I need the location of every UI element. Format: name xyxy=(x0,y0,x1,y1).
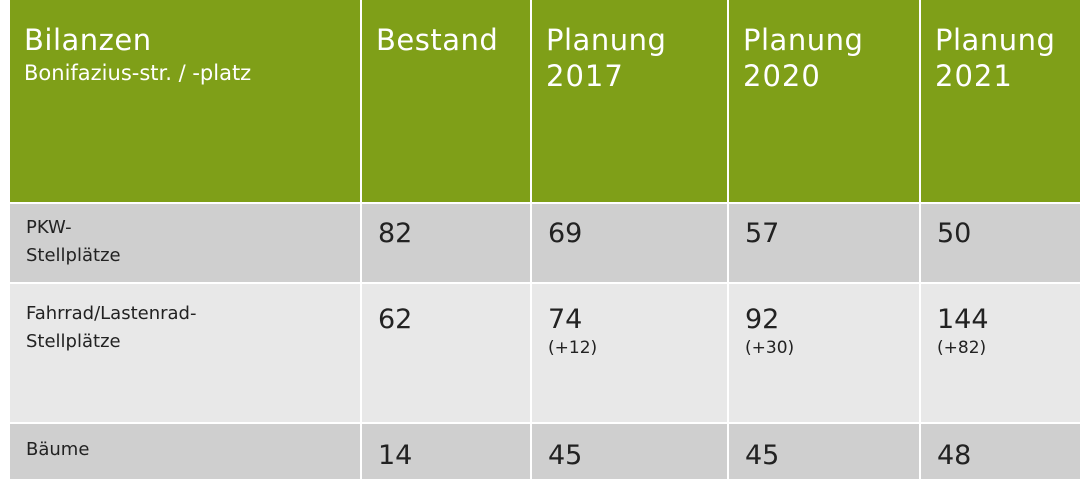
cell-text: 45 xyxy=(745,440,919,472)
header-cell: Bestand xyxy=(362,0,530,202)
body-cell: PKW-Stellplätze xyxy=(10,204,360,282)
cell-text: Stellplätze xyxy=(26,242,360,270)
cell-text: Planung xyxy=(743,22,919,58)
slide: BilanzenBonifazius-str. / -platzBestandP… xyxy=(0,0,1090,479)
body-cell: 62 xyxy=(362,284,530,422)
cell-text: 62 xyxy=(378,304,530,336)
body-cell: 57 xyxy=(729,204,919,282)
cell-text: 74 xyxy=(548,304,727,336)
body-cell: Bäume xyxy=(10,424,360,479)
body-cell: 45 xyxy=(729,424,919,479)
cell-text: 2021 xyxy=(935,58,1080,94)
body-cell: 48 xyxy=(921,424,1080,479)
body-cell: Fahrrad/Lastenrad-Stellplätze xyxy=(10,284,360,422)
cell-text: 48 xyxy=(937,440,1080,472)
cell-text: Bilanzen xyxy=(24,22,360,58)
cell-text: Fahrrad/Lastenrad- xyxy=(26,300,360,328)
body-cell: 69 xyxy=(532,204,727,282)
cell-text: 2017 xyxy=(546,58,727,94)
body-cell: 74(+12) xyxy=(532,284,727,422)
body-cell: 45 xyxy=(532,424,727,479)
cell-text: Planung xyxy=(546,22,727,58)
cell-text: 69 xyxy=(548,218,727,250)
body-cell: 144(+82) xyxy=(921,284,1080,422)
cell-text: Stellplätze xyxy=(26,328,360,356)
cell-text: 82 xyxy=(378,218,530,250)
cell-text: (+12) xyxy=(548,336,727,360)
cell-text: Planung xyxy=(935,22,1080,58)
body-cell: 92(+30) xyxy=(729,284,919,422)
cell-text: 92 xyxy=(745,304,919,336)
cell-text: (+30) xyxy=(745,336,919,360)
body-cell: 50 xyxy=(921,204,1080,282)
cell-text: 144 xyxy=(937,304,1080,336)
body-cell: 82 xyxy=(362,204,530,282)
cell-text: 2020 xyxy=(743,58,919,94)
cell-text: Bonifazius-str. / -platz xyxy=(24,58,360,88)
cell-text: 14 xyxy=(378,440,530,472)
cell-text: 45 xyxy=(548,440,727,472)
cell-text: PKW- xyxy=(26,214,360,242)
cell-text: 50 xyxy=(937,218,1080,250)
cell-text: 57 xyxy=(745,218,919,250)
cell-text: (+82) xyxy=(937,336,1080,360)
body-cell: 14 xyxy=(362,424,530,479)
cell-text: Bestand xyxy=(376,22,530,58)
cell-text: Bäume xyxy=(26,436,360,464)
